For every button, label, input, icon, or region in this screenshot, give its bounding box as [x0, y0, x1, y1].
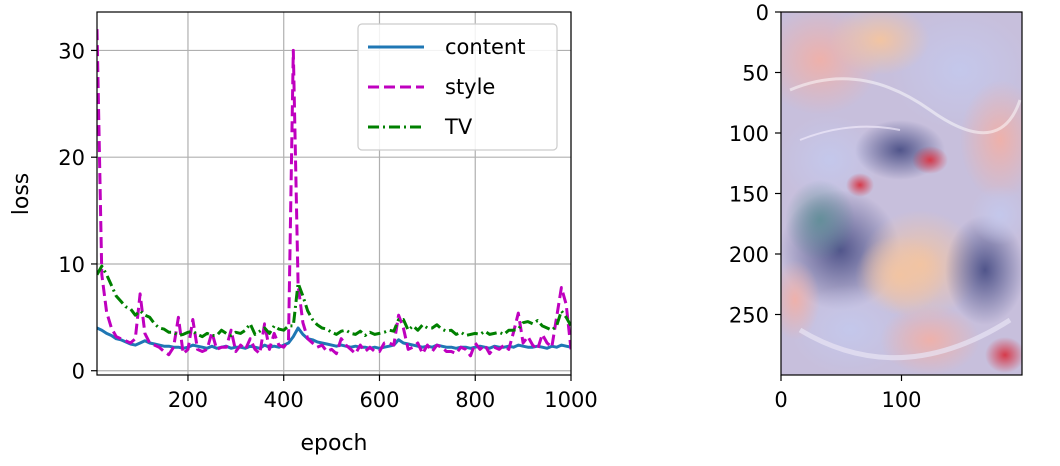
series-line-content [97, 326, 571, 350]
y-axis-title: loss [9, 173, 34, 216]
legend-label-content: content [445, 35, 525, 59]
image-x-axis: 0 100 [774, 375, 922, 412]
y-tick-label: 30 [58, 39, 85, 63]
image-y-tick-label: 250 [729, 304, 769, 328]
x-tick-label: 1000 [544, 388, 597, 412]
plot-frame [96, 11, 572, 376]
stylized-image [781, 12, 1022, 375]
image-y-tick-label: 100 [729, 122, 769, 146]
y-tick-label: 0 [72, 360, 85, 384]
legend: content style TV [357, 23, 558, 151]
image-x-tick-label: 100 [881, 388, 921, 412]
x-tick-label: 600 [359, 388, 399, 412]
x-tick-label: 400 [264, 388, 304, 412]
image-y-axis: 0 50 100 150 200 250 [729, 1, 781, 328]
image-x-tick-label: 0 [774, 388, 787, 412]
image-y-tick-label: 0 [756, 1, 769, 25]
x-tick-label: 200 [168, 388, 208, 412]
x-axis: 200 400 600 800 1000 [168, 375, 598, 412]
legend-box [357, 23, 558, 151]
legend-label-tv: TV [444, 115, 473, 139]
loss-chart: 200 400 600 800 1000 0 10 20 30 epoch loss cont… [9, 11, 598, 456]
y-tick-label: 20 [58, 146, 85, 170]
image-y-tick-label: 150 [729, 183, 769, 207]
y-axis: 0 10 20 30 [58, 39, 97, 384]
x-axis-title: epoch [301, 431, 368, 456]
image-y-tick-label: 200 [729, 243, 769, 267]
y-tick-label: 10 [58, 253, 85, 277]
legend-label-style: style [445, 75, 495, 99]
series-line-tv [97, 264, 571, 339]
x-tick-label: 800 [455, 388, 495, 412]
image-panel: 0 100 0 50 100 150 200 250 [729, 1, 1023, 412]
series-group [97, 29, 571, 358]
image-y-tick-label: 50 [742, 62, 769, 86]
